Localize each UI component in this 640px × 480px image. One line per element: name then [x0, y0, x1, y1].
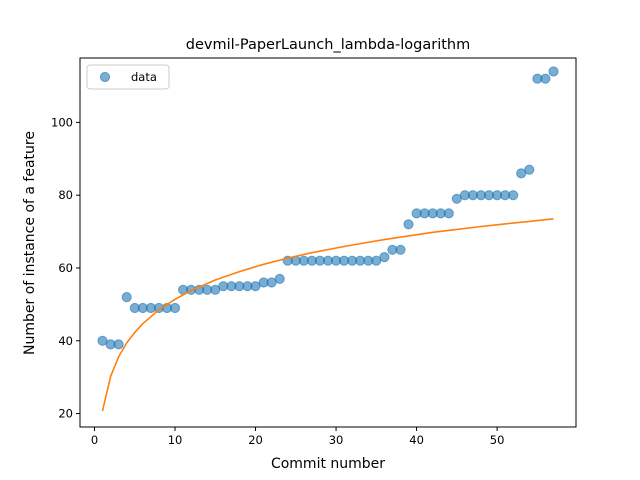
data-point [524, 164, 535, 175]
legend-label: data [131, 70, 157, 84]
axes-frame [79, 57, 577, 428]
plot-area: 0 10 20 30 40 50 20 40 60 80 100 data [51, 57, 577, 447]
x-tick-label: 50 [490, 433, 505, 447]
y-axis-label: Number of instance of a feature [22, 131, 38, 355]
y-tick-label: 80 [58, 188, 73, 202]
data-point [548, 66, 559, 77]
data-point [443, 208, 454, 219]
data-point [508, 190, 519, 201]
data-point [403, 219, 414, 230]
data-point [540, 73, 551, 84]
y-tick-label: 60 [58, 261, 73, 275]
x-tick-label: 10 [168, 433, 183, 447]
x-tick-label: 40 [409, 433, 424, 447]
y-tick-label: 40 [58, 334, 73, 348]
x-tick-label: 20 [248, 433, 263, 447]
data-point [113, 339, 124, 350]
y-tick-label: 20 [58, 407, 73, 421]
y-tick-label: 100 [51, 115, 73, 129]
x-tick-label: 0 [91, 433, 98, 447]
data-point [121, 292, 132, 303]
data-point [379, 252, 390, 263]
legend-box [86, 64, 170, 90]
data-point [169, 302, 181, 314]
x-axis-label: Commit number [271, 456, 385, 472]
chart-title: devmil-PaperLaunch_lambda-logarithm [186, 37, 471, 53]
x-tick-label: 30 [329, 433, 344, 447]
data-point [395, 244, 406, 255]
data-point [274, 273, 285, 284]
legend-marker [99, 71, 111, 83]
fit-line [101, 218, 554, 412]
